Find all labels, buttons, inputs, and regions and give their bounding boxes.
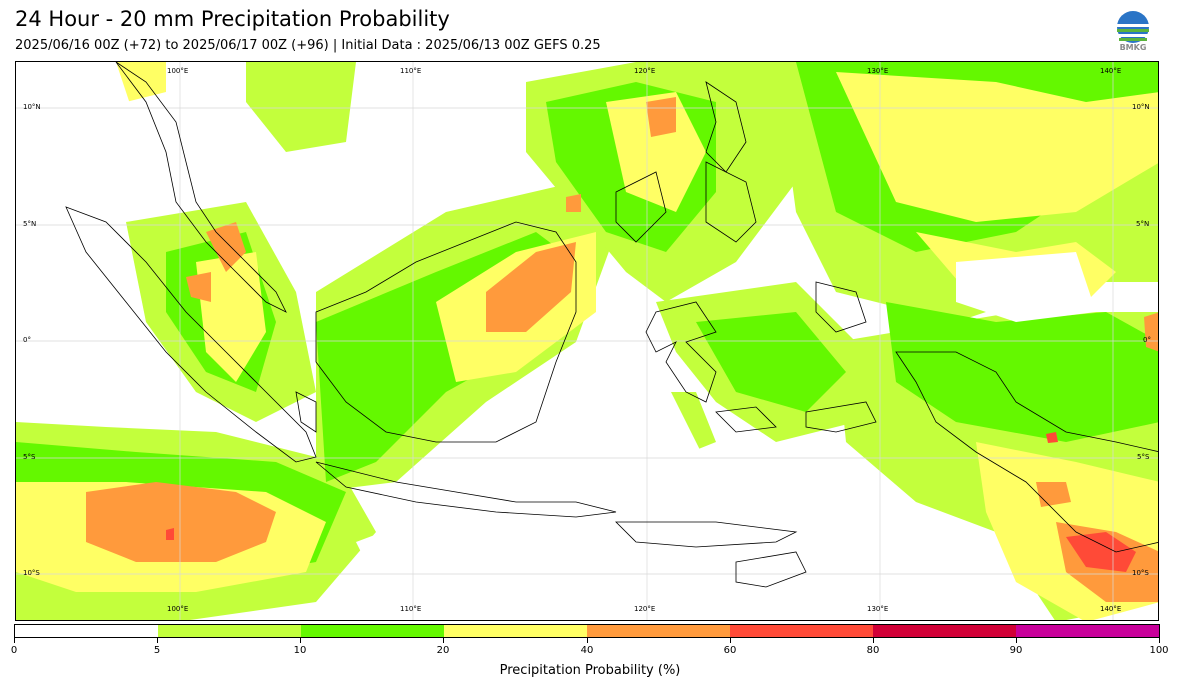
prob-40-60-areas <box>86 97 1158 602</box>
bmkg-logo-icon <box>1117 11 1149 43</box>
colorbar-tick-label: 80 <box>866 645 880 656</box>
lon-bottom-label: 130°E <box>867 605 889 613</box>
colorbar-tick <box>873 638 874 643</box>
colorbar-tick-label: 20 <box>436 645 450 656</box>
colorbar-tick <box>157 638 158 643</box>
colorbar-segment <box>301 625 444 637</box>
white-gaps <box>16 62 1096 620</box>
colorbar-segment <box>15 625 158 637</box>
colorbar-tick-label: 90 <box>1009 645 1023 656</box>
precipitation-map: 100°E 110°E 120°E 130°E 140°E 100°E 110°… <box>15 61 1159 621</box>
colorbar-tick <box>1016 638 1017 643</box>
lat-left-label: 10°S <box>23 569 40 577</box>
colorbar-tick-label: 60 <box>723 645 737 656</box>
lat-left-label: 5°S <box>23 453 36 461</box>
lat-left-label: 5°N <box>23 220 37 228</box>
lon-top-label: 110°E <box>400 67 422 75</box>
lon-bottom-label: 120°E <box>634 605 656 613</box>
coastlines <box>65 62 1158 588</box>
lon-bottom-label: 110°E <box>400 605 422 613</box>
colorbar-tick <box>730 638 731 643</box>
colorbar-tick <box>1159 638 1160 643</box>
lat-right-label: 10°S <box>1132 569 1149 577</box>
lat-right-label: 5°S <box>1137 453 1150 461</box>
logo-text: BMKG <box>1119 43 1147 52</box>
colorbar-segment <box>444 625 587 637</box>
lat-left-label: 0° <box>23 336 31 344</box>
chart-subtitle: 2025/06/16 00Z (+72) to 2025/06/17 00Z (… <box>15 38 601 53</box>
lat-right-label: 0° <box>1143 336 1151 344</box>
colorbar-segment <box>158 625 301 637</box>
lat-right-label: 5°N <box>1136 220 1150 228</box>
colorbar-title: Precipitation Probability (%) <box>499 663 681 678</box>
colorbar-segment <box>587 625 730 637</box>
lon-top-label: 120°E <box>634 67 656 75</box>
colorbar-segment <box>1016 625 1159 637</box>
colorbar-tick-label: 5 <box>153 645 161 656</box>
colorbar-segment <box>730 625 873 637</box>
colorbar-tick-label: 40 <box>580 645 594 656</box>
colorbar-tick <box>587 638 588 643</box>
prob-60-80-areas <box>166 432 1136 572</box>
lat-right-label: 10°N <box>1132 103 1150 111</box>
lon-top-label: 100°E <box>167 67 189 75</box>
colorbar-tick <box>443 638 444 643</box>
colorbar <box>14 624 1160 638</box>
lat-lon-grid <box>16 62 1158 620</box>
map-canvas <box>16 62 1158 620</box>
colorbar-tick-label: 100 <box>1149 645 1169 656</box>
colorbar-segment <box>873 625 1016 637</box>
lon-top-label: 140°E <box>1100 67 1122 75</box>
colorbar-tick-label: 10 <box>293 645 307 656</box>
colorbar-tick <box>300 638 301 643</box>
lon-bottom-label: 140°E <box>1100 605 1122 613</box>
lat-left-label: 10°N <box>23 103 41 111</box>
chart-title: 24 Hour - 20 mm Precipitation Probabilit… <box>15 7 450 31</box>
colorbar-tick <box>14 638 15 643</box>
colorbar-tick-label: 0 <box>10 645 18 656</box>
lon-top-label: 130°E <box>867 67 889 75</box>
lon-bottom-label: 100°E <box>167 605 189 613</box>
